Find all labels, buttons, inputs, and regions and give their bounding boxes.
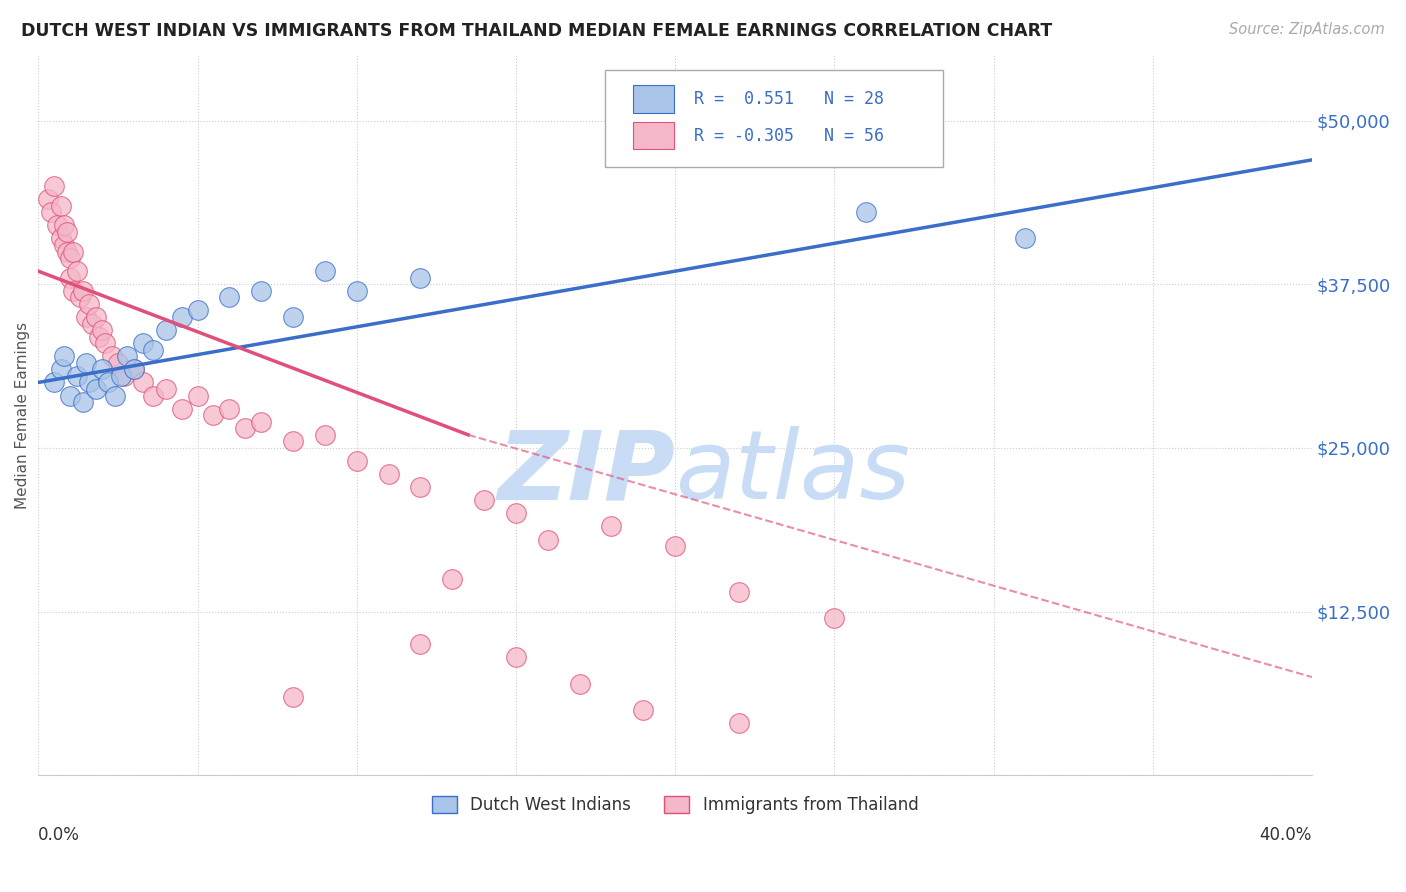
Point — [110, 368, 132, 383]
Point — [117, 349, 139, 363]
Point — [170, 310, 193, 324]
Point — [91, 362, 114, 376]
Point — [155, 323, 177, 337]
Point — [75, 310, 97, 324]
Point — [44, 179, 66, 194]
Point — [84, 382, 107, 396]
Point — [49, 199, 72, 213]
Point — [233, 421, 256, 435]
Point — [59, 251, 82, 265]
Point — [77, 297, 100, 311]
Point — [142, 388, 165, 402]
Point — [505, 507, 527, 521]
Point — [186, 388, 208, 402]
Bar — [633, 122, 673, 150]
Point — [314, 427, 336, 442]
Point — [218, 290, 240, 304]
Point — [218, 401, 240, 416]
Point — [250, 415, 273, 429]
Point — [155, 382, 177, 396]
Point — [1014, 231, 1036, 245]
Text: R = -0.305   N = 56: R = -0.305 N = 56 — [695, 127, 884, 145]
Point — [727, 585, 749, 599]
Point — [56, 244, 79, 259]
Point — [409, 637, 432, 651]
Point — [65, 264, 87, 278]
Point — [633, 703, 655, 717]
Point — [107, 356, 129, 370]
Point — [122, 362, 145, 376]
Point — [281, 690, 304, 704]
Point — [100, 349, 122, 363]
Point — [537, 533, 560, 547]
Point — [84, 310, 107, 324]
Point — [77, 376, 100, 390]
Point — [37, 192, 59, 206]
Point — [59, 270, 82, 285]
Point — [94, 336, 117, 351]
Point — [281, 434, 304, 449]
Point — [56, 225, 79, 239]
Point — [72, 395, 94, 409]
Point — [82, 317, 104, 331]
Point — [377, 467, 399, 482]
Text: 40.0%: 40.0% — [1260, 826, 1312, 844]
Text: Source: ZipAtlas.com: Source: ZipAtlas.com — [1229, 22, 1385, 37]
Point — [52, 238, 75, 252]
Bar — [633, 86, 673, 112]
Point — [44, 376, 66, 390]
Point — [65, 368, 87, 383]
Point — [281, 310, 304, 324]
Point — [202, 408, 225, 422]
Point — [122, 362, 145, 376]
Point — [855, 205, 877, 219]
Point — [186, 303, 208, 318]
Point — [664, 539, 686, 553]
Point — [314, 264, 336, 278]
Point — [727, 715, 749, 730]
Point — [568, 676, 591, 690]
Point — [441, 572, 464, 586]
Point — [104, 388, 127, 402]
Point — [505, 650, 527, 665]
Point — [52, 219, 75, 233]
Point — [59, 388, 82, 402]
Point — [112, 368, 135, 383]
Point — [170, 401, 193, 416]
Point — [62, 284, 84, 298]
Point — [346, 284, 368, 298]
Legend: Dutch West Indians, Immigrants from Thailand: Dutch West Indians, Immigrants from Thai… — [425, 789, 925, 821]
Point — [87, 329, 110, 343]
Point — [49, 231, 72, 245]
Y-axis label: Median Female Earnings: Median Female Earnings — [15, 322, 30, 508]
Text: 0.0%: 0.0% — [38, 826, 80, 844]
Text: atlas: atlas — [675, 426, 910, 519]
Text: R =  0.551   N = 28: R = 0.551 N = 28 — [695, 90, 884, 108]
Point — [823, 611, 845, 625]
Point — [49, 362, 72, 376]
Point — [472, 493, 495, 508]
Point — [142, 343, 165, 357]
Point — [75, 356, 97, 370]
Point — [46, 219, 69, 233]
Text: DUTCH WEST INDIAN VS IMMIGRANTS FROM THAILAND MEDIAN FEMALE EARNINGS CORRELATION: DUTCH WEST INDIAN VS IMMIGRANTS FROM THA… — [21, 22, 1052, 40]
Point — [52, 349, 75, 363]
Point — [69, 290, 91, 304]
Point — [39, 205, 62, 219]
Point — [600, 519, 623, 533]
Point — [409, 480, 432, 494]
FancyBboxPatch shape — [605, 70, 942, 167]
Point — [72, 284, 94, 298]
Text: ZIP: ZIP — [498, 426, 675, 519]
Point — [132, 336, 155, 351]
Point — [91, 323, 114, 337]
Point — [346, 454, 368, 468]
Point — [97, 376, 120, 390]
Point — [250, 284, 273, 298]
Point — [409, 270, 432, 285]
Point — [62, 244, 84, 259]
Point — [132, 376, 155, 390]
